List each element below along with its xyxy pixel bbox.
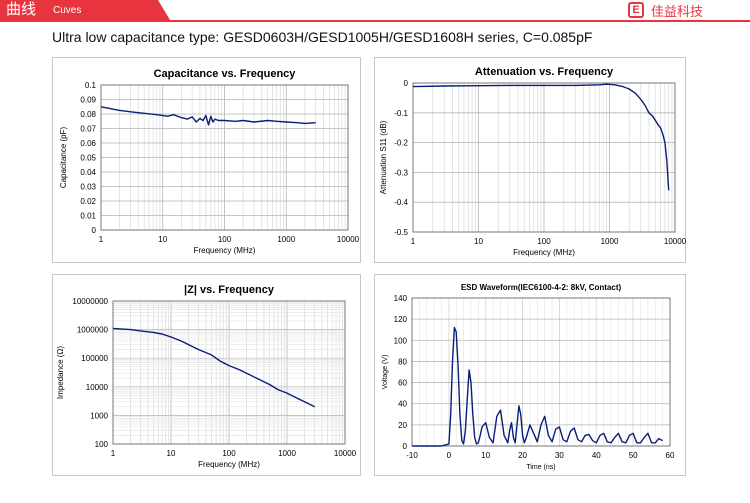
- y-tick-label: 0.05: [80, 154, 96, 163]
- y-tick-label: -0.5: [394, 228, 408, 237]
- company-logo: E 佳益科技: [628, 1, 703, 19]
- y-tick-label: 100: [95, 440, 109, 449]
- y-axis-label: Impedance (Ω): [56, 346, 65, 399]
- x-tick-label: 1: [411, 237, 416, 246]
- y-tick-label: 100000: [81, 354, 108, 363]
- series-line: [100, 106, 316, 126]
- x-axis-label: Frequency (MHz): [198, 460, 260, 469]
- y-tick-label: -0.2: [394, 139, 408, 148]
- y-tick-label: 0.1: [85, 81, 97, 90]
- attenuation-chart-panel: 1 10 100 1000 10000 -0.5 -0.4 -0.3 -0.2 -0.1 0 Atte…: [374, 57, 687, 263]
- y-tick-label: -0.4: [394, 198, 408, 207]
- y-tick-label: 0.06: [80, 139, 96, 148]
- y-tick-label: -0.1: [394, 109, 408, 118]
- y-tick-label: 0.01: [80, 212, 96, 221]
- y-tick-label: 1000: [90, 411, 108, 420]
- page-header: 曲线 Cuves E 佳益科技: [0, 0, 750, 22]
- chart-title: Attenuation vs. Frequency: [475, 66, 614, 78]
- plot-area: [100, 84, 349, 231]
- y-tick-label: 0: [92, 226, 97, 235]
- y-tick-label: 0.03: [80, 183, 96, 192]
- page-subtitle: Ultra low capacitance type: GESD0603H/GE…: [52, 29, 593, 45]
- plot-area: [112, 300, 346, 445]
- x-tick-label: 10: [481, 451, 490, 460]
- x-tick-label: 100: [222, 449, 236, 458]
- y-tick-label: 0: [404, 79, 409, 88]
- y-tick-label: 10000: [86, 383, 109, 392]
- y-axis-label: Attenuation S11 (dB): [379, 120, 388, 194]
- y-tick-label: 0: [403, 442, 408, 451]
- x-tick-label: 30: [555, 451, 564, 460]
- y-tick-label: 0.04: [80, 168, 96, 177]
- logo-text: 佳益科技: [651, 3, 704, 19]
- x-tick-label: -10: [406, 451, 418, 460]
- y-axis-label: Voltage (V): [382, 355, 389, 390]
- capacitance-chart-panel: 1 10 100 1000 10000 0 0.01 0.02 0.03 0.04 0.05 0.06…: [52, 57, 361, 263]
- x-tick-label: 1: [111, 449, 116, 458]
- x-tick-label: 60: [666, 451, 675, 460]
- chart-title: |Z| vs. Frequency: [184, 284, 275, 296]
- x-tick-label: 10: [474, 237, 483, 246]
- x-axis-label: Frequency (MHz): [513, 248, 575, 257]
- plot-area: [412, 82, 676, 233]
- logo-icon: E: [628, 2, 644, 18]
- x-tick-label: 1000: [278, 449, 296, 458]
- x-tick-label: 1: [99, 235, 104, 244]
- x-tick-label: 10000: [664, 237, 687, 246]
- y-axis-label: Capacitance (pF): [59, 126, 68, 188]
- series-line: [412, 83, 670, 191]
- x-tick-label: 100: [537, 237, 551, 246]
- section-title: 曲线: [6, 1, 37, 18]
- chart-title: Capacitance vs. Frequency: [154, 68, 297, 80]
- x-tick-label: 10000: [334, 449, 357, 458]
- y-tick-label: 100: [394, 336, 408, 345]
- x-tick-label: 0: [447, 451, 452, 460]
- x-tick-label: 10000: [337, 235, 360, 244]
- esd-waveform-chart-panel: -10 0 10 20 30 40 50 60 0 20 40 60 80 100 120 140 ESD Wa…: [374, 274, 686, 476]
- y-tick-label: 60: [398, 379, 407, 388]
- x-tick-label: 50: [629, 451, 638, 460]
- plot-area: [411, 297, 671, 447]
- x-tick-label: 10: [158, 235, 167, 244]
- x-axis-label: Time (ns): [526, 464, 555, 471]
- header-divider: [0, 20, 750, 22]
- section-subtitle: Cuves: [53, 5, 82, 16]
- y-tick-label: 80: [398, 357, 407, 366]
- x-tick-label: 10: [167, 449, 176, 458]
- x-tick-label: 1000: [277, 235, 295, 244]
- y-tick-label: 140: [394, 294, 408, 303]
- y-tick-label: 0.07: [80, 125, 96, 134]
- y-tick-label: 40: [398, 400, 407, 409]
- x-tick-label: 20: [518, 451, 527, 460]
- x-tick-label: 100: [218, 235, 232, 244]
- x-axis-label: Frequency (MHz): [194, 246, 256, 255]
- y-tick-label: 10000000: [72, 297, 108, 306]
- y-tick-label: 20: [398, 421, 407, 430]
- y-tick-label: 0.02: [80, 197, 96, 206]
- series-line: [412, 326, 663, 447]
- impedance-chart-panel: 1 10 100 1000 10000 100 1000 10000 100000 1000000…: [52, 274, 361, 476]
- y-tick-label: 1000000: [77, 326, 109, 335]
- y-tick-label: 0.08: [80, 110, 96, 119]
- y-tick-label: 120: [394, 315, 408, 324]
- header-tab: [0, 0, 170, 20]
- x-tick-label: 1000: [601, 237, 619, 246]
- y-tick-label: -0.3: [394, 168, 408, 177]
- y-tick-label: 0.09: [80, 96, 96, 105]
- series-line: [112, 327, 316, 408]
- x-tick-label: 40: [592, 451, 601, 460]
- chart-title: ESD Waveform(IEC6100-4-2: 8kV, Contact): [461, 283, 622, 292]
